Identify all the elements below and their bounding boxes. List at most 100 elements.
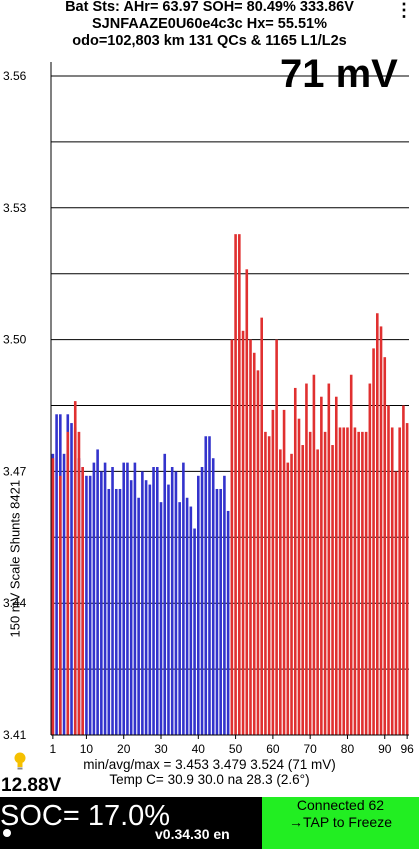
- bar-blue-cell: [159, 502, 163, 735]
- bar-blue-cell: [197, 475, 200, 735]
- bar-red-cell: [316, 449, 319, 735]
- header-line-3: odo=102,803 km 131 QCs & 1165 L1/L2s: [72, 33, 347, 49]
- bar-red-cell: [245, 269, 249, 735]
- bar-blue-cell: [178, 502, 181, 735]
- bar-red-cell: [301, 445, 305, 735]
- bar-blue-cell: [219, 488, 222, 735]
- x-tick-label: 50: [229, 742, 243, 756]
- bar-blue-cell: [103, 462, 107, 735]
- bar-red-cell: [398, 427, 401, 735]
- bar-red-cell: [73, 401, 77, 735]
- bar-blue-cell: [167, 484, 170, 735]
- bar-blue-cell: [152, 467, 155, 735]
- bar-blue-cell: [211, 458, 215, 735]
- bar-red-cell: [334, 396, 338, 735]
- bar-red-cell: [66, 431, 70, 735]
- bar-red-cell: [390, 427, 394, 735]
- bar-red-cell: [368, 383, 372, 735]
- bar-blue-cell: [92, 462, 96, 735]
- kebab-menu-icon[interactable]: ⋮: [395, 0, 413, 20]
- x-tick-label: 70: [303, 742, 317, 756]
- bar-red-cell: [275, 339, 278, 735]
- x-tick-label: 30: [154, 742, 168, 756]
- soc-readout: SOC= 17.0%: [0, 800, 171, 832]
- y-tick-label: 3.47: [3, 464, 27, 478]
- bar-red-cell: [346, 427, 349, 735]
- min-avg-max-stats: min/avg/max = 3.453 3.479 3.524 (71 mV): [83, 757, 336, 772]
- bar-red-cell: [312, 374, 316, 735]
- bar-red-cell: [234, 234, 237, 735]
- bar-blue-cell: [174, 471, 178, 735]
- voltage-spread-value: 71 mV: [280, 52, 398, 96]
- header-line-1: Bat Sts: AHr= 63.97 SOH= 80.49% 333.86V: [65, 0, 354, 15]
- bar-red-cell: [353, 427, 357, 735]
- bar-blue-cell: [85, 475, 88, 735]
- bar-red-cell: [357, 431, 360, 735]
- bar-red-cell: [59, 475, 62, 735]
- bar-red-cell: [293, 387, 297, 735]
- bar-blue-cell: [144, 480, 148, 735]
- bar-blue-cell: [163, 453, 167, 735]
- app-version: v0.34.30 en: [155, 826, 230, 842]
- y-tick-label: 3.41: [3, 728, 27, 742]
- bar-red-cell: [51, 458, 55, 735]
- bar-red-cell: [323, 431, 327, 735]
- bar-red-cell: [342, 427, 346, 735]
- bar-red-cell: [383, 357, 387, 735]
- bar-blue-cell: [141, 471, 144, 735]
- bar-red-cell: [271, 409, 275, 735]
- bar-blue-cell: [193, 528, 196, 735]
- bar-blue-cell: [107, 488, 111, 735]
- bar-red-cell: [286, 462, 290, 735]
- x-tick-label: 80: [341, 742, 355, 756]
- bar-red-cell: [252, 352, 256, 735]
- y-tick-label: 3.53: [3, 201, 27, 215]
- bar-blue-cell: [182, 462, 185, 735]
- x-tick-label: 1: [50, 742, 57, 756]
- bar-blue-cell: [223, 475, 226, 735]
- bar-red-cell: [279, 449, 282, 735]
- bar-red-cell: [379, 326, 383, 735]
- connection-freeze-button[interactable]: Connected 62 →TAP to Freeze: [262, 797, 419, 849]
- x-tick-label: 60: [266, 742, 280, 756]
- bar-blue-cell: [155, 467, 159, 735]
- bar-red-cell: [260, 317, 263, 735]
- bar-blue-cell: [215, 488, 219, 735]
- bar-blue-cell: [129, 480, 133, 735]
- bar-blue-cell: [118, 488, 122, 735]
- y-tick-label: 3.56: [3, 69, 27, 83]
- bar-blue-cell: [96, 449, 99, 735]
- bar-red-cell: [308, 431, 312, 735]
- y-axis-label: 150 mV Scale Shunts 8421: [7, 479, 23, 638]
- bar-blue-cell: [137, 497, 140, 735]
- freeze-hint: →TAP to Freeze: [289, 814, 392, 830]
- bar-red-cell: [372, 348, 375, 735]
- bar-blue-cell: [200, 467, 204, 735]
- bar-blue-cell: [208, 436, 211, 735]
- bar-red-cell: [238, 234, 241, 735]
- y-tick-label: 3.44: [3, 596, 27, 610]
- lightbulb-icon[interactable]: [14, 752, 26, 772]
- bar-red-cell: [264, 431, 267, 735]
- bar-red-cell: [361, 431, 364, 735]
- bar-red-cell: [305, 383, 308, 735]
- bar-red-cell: [81, 467, 84, 735]
- y-tick-label: 3.50: [3, 333, 27, 347]
- bar-red-cell: [387, 405, 390, 735]
- bar-blue-cell: [70, 423, 73, 735]
- bar-blue-cell: [122, 462, 126, 735]
- bar-red-cell: [331, 445, 334, 735]
- bar-red-cell: [327, 383, 331, 735]
- bar-red-cell: [320, 396, 323, 735]
- temperature-stats: Temp C= 30.9 30.0 na 28.3 (2.6°): [109, 772, 310, 787]
- pack-12v-voltage: 12.88V: [1, 775, 62, 796]
- x-tick-label: 90: [378, 742, 392, 756]
- bar-blue-cell: [185, 497, 189, 735]
- bar-blue-cell: [88, 475, 92, 735]
- cell-voltage-chart: 3.56 3.53 3.50 3.47 3.44 3.41 1 10 20 30 40 50 60 70 8…: [3, 62, 414, 756]
- bar-red-cell: [77, 431, 81, 735]
- bar-blue-cell: [126, 462, 129, 735]
- bar-red-cell: [256, 370, 260, 735]
- bar-red-cell: [241, 330, 245, 735]
- bar-blue-cell: [189, 506, 193, 735]
